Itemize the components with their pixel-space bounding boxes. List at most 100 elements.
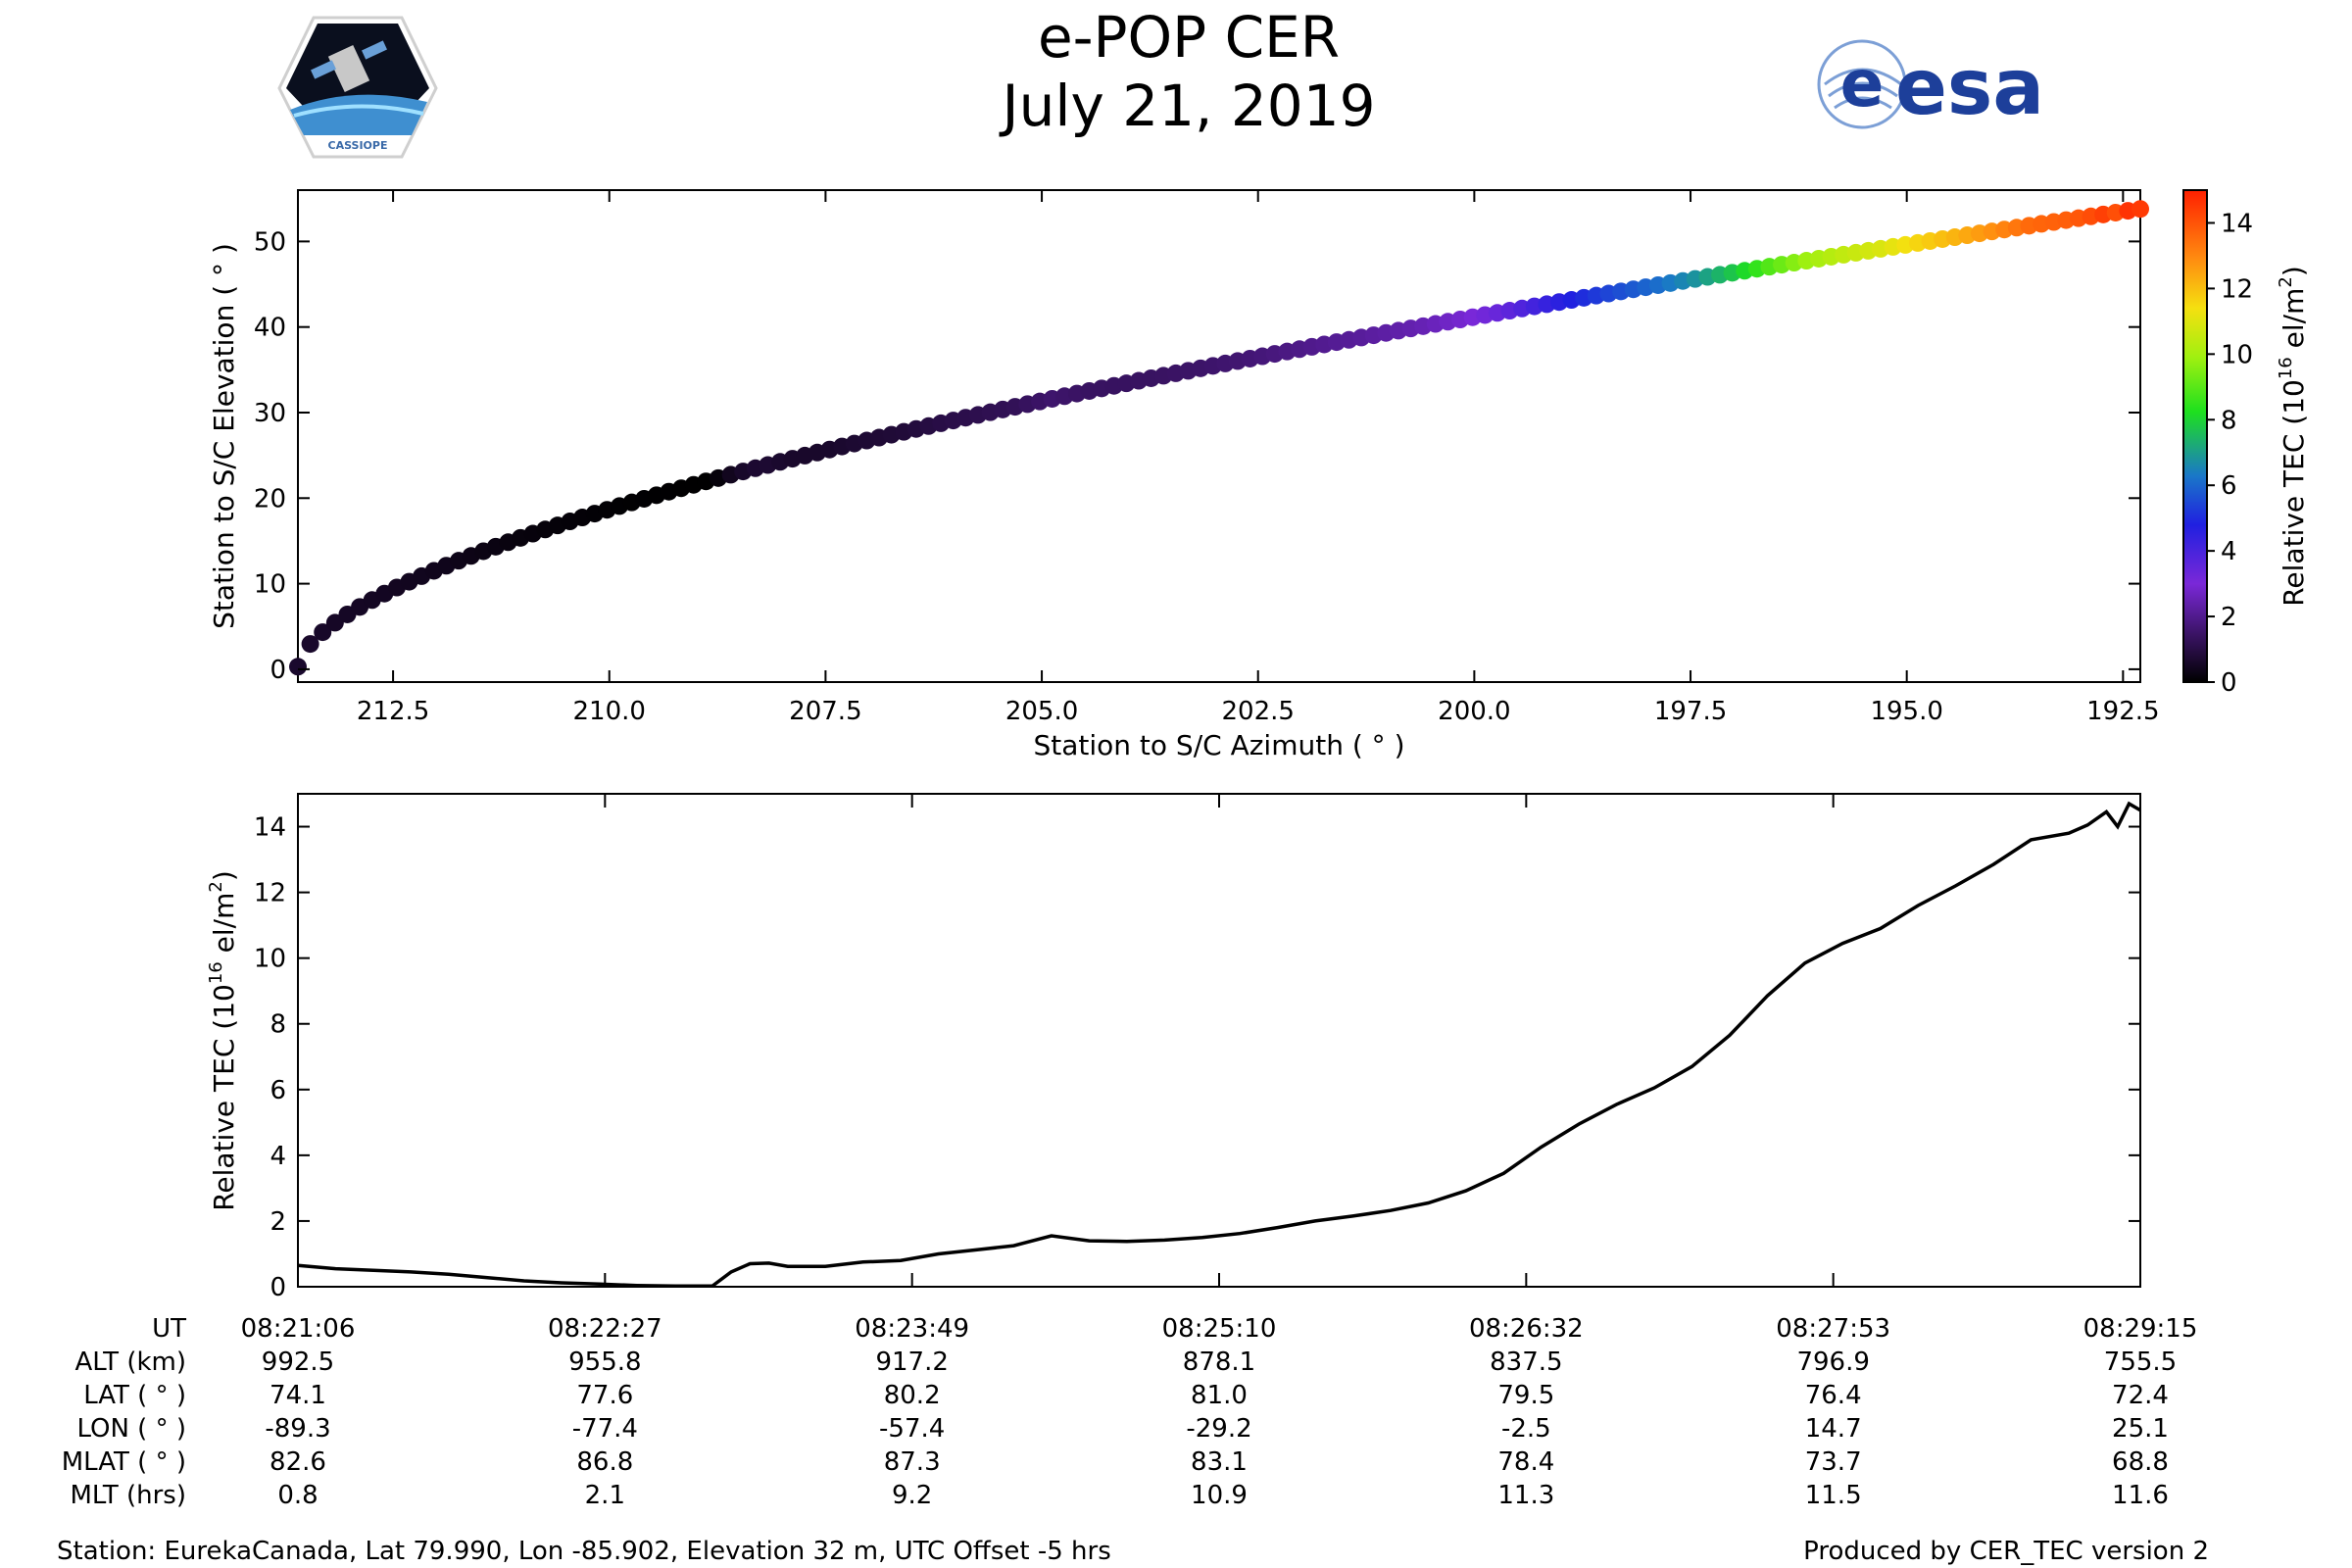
table-row-label: MLAT ( ° ) xyxy=(62,1447,186,1477)
title-line-1: e-POP CER xyxy=(1038,4,1340,71)
azimuth-tick-label: 205.0 xyxy=(1005,697,1078,726)
table-cell: 796.9 xyxy=(1796,1348,1869,1377)
tec-tick-label: 8 xyxy=(270,1010,286,1040)
table-cell: 08:27:53 xyxy=(1776,1314,1890,1344)
table-cell: -29.2 xyxy=(1186,1414,1251,1444)
table-cell: 0.8 xyxy=(277,1481,318,1510)
table-cell: 72.4 xyxy=(2112,1381,2169,1410)
table-cell: -2.5 xyxy=(1501,1414,1551,1444)
table-row-label: LAT ( ° ) xyxy=(83,1381,186,1410)
table-cell: 755.5 xyxy=(2104,1348,2177,1377)
trajectory-point xyxy=(301,635,319,654)
colorbar-ticks: 0 2 4 6 8 10 12 14 xyxy=(2207,209,2253,698)
elevation-tick-label: 40 xyxy=(254,314,286,343)
table-cell: 10.9 xyxy=(1191,1481,1248,1510)
table-cell: 80.2 xyxy=(884,1381,941,1410)
table-cell: 77.6 xyxy=(576,1381,633,1410)
table-cell: 11.3 xyxy=(1497,1481,1554,1510)
table-cell: 08:23:49 xyxy=(855,1314,969,1344)
tec-colorbar: 0 2 4 6 8 10 12 14 Relative TEC (1016 el/m2) xyxy=(2182,189,2310,698)
tec-series-line xyxy=(297,801,2141,1289)
colorbar-tick-label: 10 xyxy=(2221,340,2253,369)
tec-tick-label: 2 xyxy=(270,1207,286,1237)
table-cell: 9.2 xyxy=(892,1481,932,1510)
table-cell: 878.1 xyxy=(1183,1348,1255,1377)
azimuth-tick-label: 210.0 xyxy=(573,697,646,726)
azimuth-tick-label: 192.5 xyxy=(2086,697,2159,726)
tec-tick-label: 10 xyxy=(254,945,286,974)
table-cell: -57.4 xyxy=(879,1414,945,1444)
elevation-axis-ticks: 0 10 20 30 40 50 xyxy=(254,227,2140,685)
tec-tick-label: 6 xyxy=(270,1076,286,1105)
esa-logo: e esa xyxy=(1817,39,2044,132)
colorbar-tick-label: 14 xyxy=(2221,209,2253,238)
esa-wordmark: esa xyxy=(1895,44,2044,132)
table-row-label: UT xyxy=(152,1314,186,1344)
trajectory-point xyxy=(325,613,344,632)
tec-axis-label: Relative TEC (1016 el/m2) xyxy=(206,870,240,1211)
elevation-tick-label: 10 xyxy=(254,570,286,600)
elevation-tick-label: 0 xyxy=(270,656,286,685)
table-cell: 08:25:10 xyxy=(1162,1314,1277,1344)
tec-tick-label: 4 xyxy=(270,1142,286,1171)
table-cell: 955.8 xyxy=(568,1348,641,1377)
table-cell: 917.2 xyxy=(875,1348,948,1377)
azimuth-axis-ticks: 212.5 210.0 207.5 205.0 202.5 200.0 197.5 195.0… xyxy=(357,190,2160,726)
svg-text:e: e xyxy=(1840,46,1885,122)
table-row-label: LON ( ° ) xyxy=(76,1414,186,1444)
elevation-tick-label: 50 xyxy=(254,227,286,257)
table-cell: 25.1 xyxy=(2112,1414,2169,1444)
table-cell: 68.8 xyxy=(2112,1447,2169,1477)
table-cell: 08:26:32 xyxy=(1469,1314,1584,1344)
colorbar-tick-label: 6 xyxy=(2221,471,2237,501)
trajectory-point xyxy=(314,623,332,642)
table-cell: 11.5 xyxy=(1805,1481,1862,1510)
table-cell: 08:22:27 xyxy=(548,1314,662,1344)
station-info: Station: EurekaCanada, Lat 79.990, Lon -… xyxy=(57,1537,1111,1566)
elevation-tick-label: 30 xyxy=(254,399,286,428)
cassiope-logo: CASSIOPE xyxy=(277,16,438,159)
colorbar-tick-label: 4 xyxy=(2221,537,2237,566)
orbit-info-table: UT ALT (km) LAT ( ° ) LON ( ° )MLAT ( ° ) ML… xyxy=(62,1314,2198,1510)
trajectory-point xyxy=(2132,200,2149,219)
azimuth-tick-label: 200.0 xyxy=(1438,697,1510,726)
title-line-2: July 21, 2019 xyxy=(999,73,1375,139)
table-cell: 73.7 xyxy=(1805,1447,1862,1477)
table-row-label: MLT (hrs) xyxy=(71,1481,187,1510)
trajectory-points xyxy=(289,200,2149,676)
azimuth-tick-label: 212.5 xyxy=(357,697,429,726)
table-cell: -89.3 xyxy=(265,1414,330,1444)
table-cell: 83.1 xyxy=(1191,1447,1248,1477)
table-cell: 86.8 xyxy=(576,1447,633,1477)
tec-tick-label: 12 xyxy=(254,879,286,908)
table-cell: 08:21:06 xyxy=(241,1314,356,1344)
trajectory-point xyxy=(289,658,307,676)
azimuth-tick-label: 195.0 xyxy=(1870,697,1942,726)
elevation-azimuth-plot: 212.5 210.0 207.5 205.0 202.5 200.0 197.5 195.0… xyxy=(208,189,2160,761)
azimuth-tick-label: 207.5 xyxy=(789,697,861,726)
azimuth-axis-label: Station to S/C Azimuth ( ° ) xyxy=(1033,729,1404,761)
table-cell: 08:29:15 xyxy=(2083,1314,2198,1344)
table-cell: 2.1 xyxy=(585,1481,625,1510)
table-cell: 81.0 xyxy=(1191,1381,1248,1410)
colorbar-tick-label: 8 xyxy=(2221,406,2237,435)
tec-tick-label: 0 xyxy=(270,1273,286,1302)
table-cell: -77.4 xyxy=(572,1414,638,1444)
tec-axis-ticks: 0 2 4 6 8 10 12 14 xyxy=(254,794,2141,1302)
table-cell: 74.1 xyxy=(270,1381,326,1410)
tec-tick-label: 14 xyxy=(254,813,286,843)
cassiope-caption: CASSIOPE xyxy=(328,139,388,152)
table-row-label: ALT (km) xyxy=(74,1348,186,1377)
table-cell: 11.6 xyxy=(2112,1481,2169,1510)
colorbar-label: Relative TEC (1016 el/m2) xyxy=(2276,266,2310,607)
azimuth-tick-label: 202.5 xyxy=(1221,697,1294,726)
tec-time-series-plot: 0 2 4 6 8 10 12 14 Relative TEC (1016 el/m2) xyxy=(206,793,2141,1302)
produced-by: Produced by CER_TEC version 2 xyxy=(1803,1537,2209,1566)
colorbar-tick-label: 0 xyxy=(2221,668,2237,698)
elevation-tick-label: 20 xyxy=(254,484,286,514)
colorbar-tick-label: 12 xyxy=(2221,274,2253,304)
table-cell: 78.4 xyxy=(1497,1447,1554,1477)
table-cell: 76.4 xyxy=(1805,1381,1862,1410)
colorbar-tick-label: 2 xyxy=(2221,603,2237,632)
